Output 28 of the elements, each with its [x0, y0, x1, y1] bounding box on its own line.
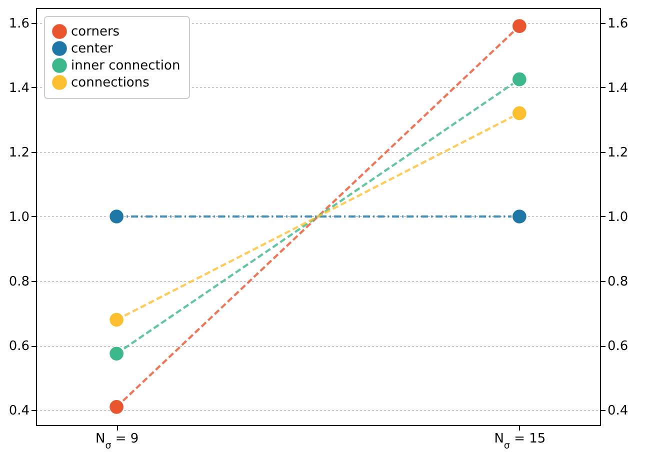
point [512, 18, 528, 34]
y2-tick-label: 0.6 [608, 339, 628, 354]
y-tick-label: 0.8 [8, 274, 30, 290]
y2-tick-label: 0.8 [608, 274, 628, 290]
legend-label: center [71, 42, 114, 56]
point [108, 399, 124, 415]
legend-label: inner connection [71, 58, 180, 74]
point [108, 346, 124, 362]
y2-tick-label: 0.4 [608, 404, 628, 419]
y2-tick-label: 1.6 [608, 16, 628, 32]
x-tick-label: N$_{σ}$ = 15 [494, 432, 546, 451]
point [512, 105, 528, 122]
point [108, 208, 124, 224]
y-tick-label: 1.2 [8, 145, 30, 160]
y2-tick-label: 1.2 [608, 145, 628, 160]
y-tick-label: 0.4 [8, 404, 30, 419]
y2-tick-label: 1.4 [608, 80, 628, 96]
point [108, 312, 124, 328]
y-tick-label: 1.0 [8, 210, 30, 225]
point [512, 208, 528, 224]
point [512, 71, 528, 88]
y-tick-label: 1.4 [8, 80, 30, 96]
legend-label: corners [71, 24, 120, 40]
legend-label: connections [71, 76, 150, 90]
y-tick-label: 0.6 [8, 339, 30, 354]
x-tick-label: N$_{σ}$ = 9 [95, 432, 139, 451]
y-tick-label: 1.6 [8, 16, 30, 32]
y2-tick-label: 1.0 [608, 210, 628, 225]
